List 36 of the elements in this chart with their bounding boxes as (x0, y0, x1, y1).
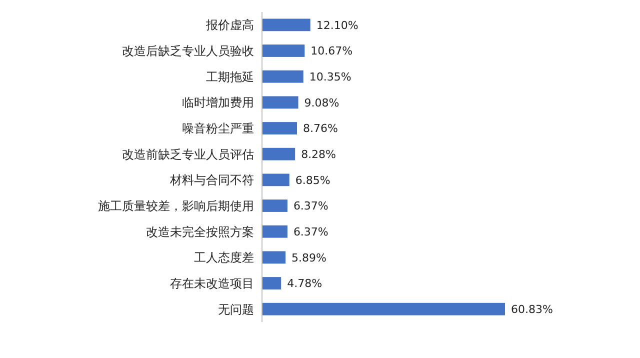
y-tick-label: 噪音粉尘严重 (182, 121, 254, 136)
data-label: 12.10% (316, 18, 358, 32)
y-tick-label: 工期拖延 (206, 70, 254, 84)
y-tick-label: 施工质量较差，影响后期使用 (98, 198, 254, 213)
y-tick-label: 存在未改造项目 (170, 276, 254, 290)
y-tick-label: 改造后缺乏专业人员验收 (122, 44, 254, 58)
data-label: 8.76% (302, 122, 338, 136)
y-tick-label: 改造未完全按照方案 (146, 224, 254, 239)
data-label: 10.67% (310, 44, 353, 58)
bar (262, 277, 282, 290)
y-tick-label: 材料与合同不符 (169, 173, 254, 188)
data-label: 60.83% (511, 302, 553, 316)
bar (262, 18, 310, 32)
data-label: 9.08% (304, 96, 340, 110)
data-label: 6.37% (293, 200, 328, 213)
data-label: 6.85% (295, 174, 330, 187)
data-label: 8.28% (301, 148, 336, 161)
bar (262, 251, 286, 264)
bar (262, 302, 505, 316)
bar (262, 174, 290, 186)
y-tick-label: 改造前缺乏专业人员评估 (122, 147, 254, 162)
data-label: 6.37% (293, 225, 328, 238)
bar (262, 122, 297, 134)
bar (262, 70, 304, 83)
y-tick-label: 无问题 (218, 302, 254, 316)
data-label: 5.89% (292, 251, 326, 264)
data-label: 4.78% (287, 277, 322, 290)
bar (262, 148, 296, 160)
bar (262, 96, 298, 109)
y-tick-label: 报价虚高 (205, 18, 254, 32)
bar (262, 225, 288, 238)
bar (262, 44, 305, 57)
data-label: 10.35% (309, 70, 352, 84)
bar (262, 200, 288, 212)
y-tick-label: 工人态度差 (194, 250, 254, 265)
y-tick-label: 临时增加费用 (182, 96, 254, 110)
